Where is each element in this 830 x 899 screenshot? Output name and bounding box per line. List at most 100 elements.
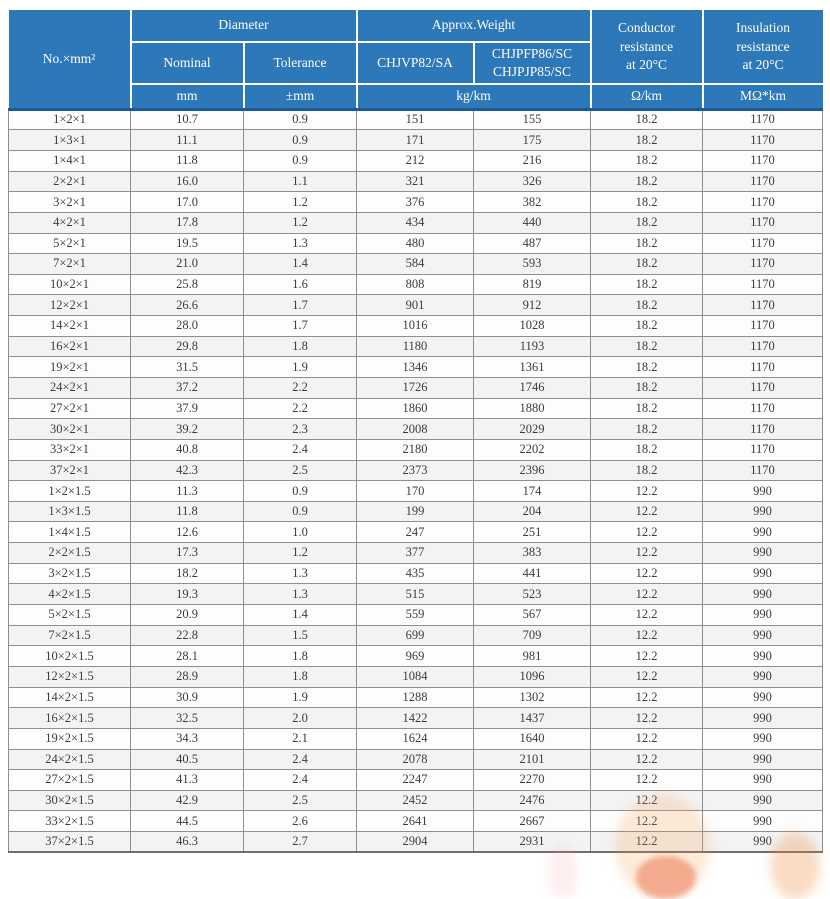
cell-conductor-resistance: 18.2 [590,376,704,399]
cell-diameter-nominal: 30.9 [130,686,244,709]
cell-insulation-resistance: 990 [702,562,824,585]
cell-weight-chjvp82: 2008 [356,418,475,440]
cell-size: 37×2×1.5 [8,831,131,854]
cell-conductor-resistance: 18.2 [590,170,704,193]
cell-size: 30×2×1 [8,418,131,440]
cell-conductor-resistance: 18.2 [590,191,704,213]
header-tolerance: Tolerance [242,40,358,86]
cell-size: 5×2×1.5 [8,604,131,626]
cell-insulation-resistance: 1170 [702,418,824,440]
cell-diameter-tolerance: 1.7 [242,294,358,317]
cell-weight-chjvp82: 969 [356,645,475,667]
cell-weight-chjvp82: 434 [356,211,475,234]
cell-weight-chjvp82: 901 [356,294,475,317]
cell-diameter-nominal: 29.8 [130,335,244,358]
cell-weight-chjpfp86: 440 [473,211,592,234]
header-insulation-resistance: Insulation resistance at 20°C [701,10,823,86]
cell-diameter-tolerance: 2.5 [242,789,358,812]
cell-conductor-resistance: 12.2 [590,810,704,833]
cell-diameter-tolerance: 0.9 [242,480,358,502]
cell-diameter-nominal: 16.0 [130,170,244,193]
header-diameter: Diameter [129,10,358,43]
table-row: 19×2×1.5 34.3 2.1 1624 1640 12.2 990 [8,727,824,750]
cell-diameter-nominal: 22.8 [130,624,244,647]
cell-diameter-tolerance: 2.5 [242,459,358,482]
cell-weight-chjpfp86: 1193 [473,335,592,358]
table-row: 12×2×1 26.6 1.7 901 912 18.2 1170 [8,294,824,317]
cell-diameter-nominal: 11.8 [130,500,244,523]
header-no-mm2: No.×mm² [8,10,132,111]
cell-insulation-resistance: 990 [702,769,824,791]
cell-diameter-nominal: 28.1 [130,645,244,667]
cell-conductor-resistance: 12.2 [590,562,704,585]
table-row: 24×2×1 37.2 2.2 1726 1746 18.2 1170 [8,376,824,399]
cell-weight-chjvp82: 2247 [356,769,475,791]
cell-diameter-tolerance: 2.2 [242,376,358,399]
cell-diameter-nominal: 11.1 [130,129,244,151]
cell-weight-chjvp82: 2078 [356,748,475,771]
cable-spec-table-container: No.×mm² Diameter Approx.Weight Conductor… [8,10,824,854]
cell-weight-chjpfp86: 1880 [473,397,592,420]
cell-insulation-resistance: 1170 [702,356,824,378]
cell-insulation-resistance: 1170 [702,335,824,358]
cell-weight-chjpfp86: 2101 [473,748,592,771]
cell-diameter-tolerance: 1.3 [242,562,358,585]
cell-diameter-tolerance: 1.2 [242,191,358,213]
table-row: 5×2×1.5 20.9 1.4 559 567 12.2 990 [8,604,824,626]
table-row: 1×3×1 11.1 0.9 171 175 18.2 1170 [8,129,824,151]
cell-weight-chjpfp86: 1361 [473,356,592,378]
cell-weight-chjpfp86: 2029 [473,418,592,440]
cell-conductor-resistance: 12.2 [590,707,704,729]
cell-weight-chjvp82: 1422 [356,707,475,729]
cell-size: 14×2×1 [8,315,131,337]
cell-diameter-nominal: 19.3 [130,583,244,606]
cell-size: 33×2×1 [8,438,131,461]
cell-size: 1×2×1 [8,108,131,131]
cell-weight-chjpfp86: 2476 [473,789,592,812]
cell-weight-chjvp82: 247 [356,521,475,544]
cell-conductor-resistance: 12.2 [590,727,704,750]
cell-conductor-resistance: 12.2 [590,583,704,606]
cell-diameter-tolerance: 1.5 [242,624,358,647]
cell-diameter-nominal: 25.8 [130,273,244,296]
cell-size: 3×2×1 [8,191,131,213]
cell-size: 4×2×1.5 [8,583,131,606]
cell-diameter-tolerance: 1.1 [242,170,358,193]
cell-diameter-tolerance: 1.8 [242,645,358,667]
cell-weight-chjvp82: 1288 [356,686,475,709]
cell-diameter-nominal: 46.3 [130,831,244,854]
cell-insulation-resistance: 990 [702,748,824,771]
table-row: 1×2×1.5 11.3 0.9 170 174 12.2 990 [8,480,824,502]
table-row: 24×2×1.5 40.5 2.4 2078 2101 12.2 990 [8,748,824,771]
cell-weight-chjpfp86: 1746 [473,376,592,399]
table-row: 27×2×1.5 41.3 2.4 2247 2270 12.2 990 [8,769,824,791]
cell-size: 7×2×1 [8,253,131,275]
cell-insulation-resistance: 990 [702,624,824,647]
cell-weight-chjpfp86: 709 [473,624,592,647]
cell-diameter-nominal: 11.8 [130,149,244,172]
cell-insulation-resistance: 990 [702,542,824,564]
cell-insulation-resistance: 1170 [702,397,824,420]
cell-insulation-resistance: 990 [702,727,824,750]
cell-diameter-tolerance: 1.8 [242,665,358,688]
cell-insulation-resistance: 1170 [702,294,824,317]
cell-conductor-resistance: 18.2 [590,418,704,440]
cell-weight-chjpfp86: 382 [473,191,592,213]
cell-diameter-nominal: 11.3 [130,480,244,502]
cell-weight-chjpfp86: 1302 [473,686,592,709]
cell-diameter-nominal: 44.5 [130,810,244,833]
cell-weight-chjvp82: 171 [356,129,475,151]
cell-diameter-nominal: 40.8 [130,438,244,461]
table-row: 14×2×1.5 30.9 1.9 1288 1302 12.2 990 [8,686,824,709]
cell-diameter-nominal: 28.0 [130,315,244,337]
cell-diameter-tolerance: 0.9 [242,149,358,172]
cell-weight-chjvp82: 584 [356,253,475,275]
cell-size: 1×4×1.5 [8,521,131,544]
cell-size: 14×2×1.5 [8,686,131,709]
cable-spec-table: No.×mm² Diameter Approx.Weight Conductor… [8,10,824,854]
cell-conductor-resistance: 18.2 [590,315,704,337]
cell-diameter-nominal: 40.5 [130,748,244,771]
cell-weight-chjpfp86: 204 [473,500,592,523]
cell-weight-chjvp82: 435 [356,562,475,585]
cell-weight-chjvp82: 699 [356,624,475,647]
